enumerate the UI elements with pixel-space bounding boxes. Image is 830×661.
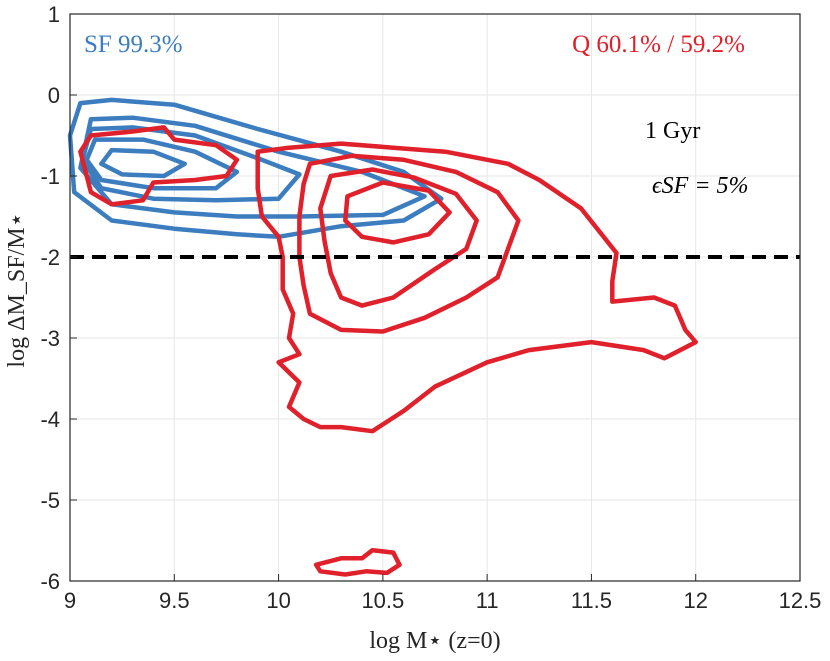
efficiency-label: ϵSF = 5% xyxy=(652,173,749,199)
q-contour-2 xyxy=(297,153,521,334)
x-axis-label: log M⋆ (z=0) xyxy=(369,628,500,654)
q-contour-4 xyxy=(343,180,452,245)
y-tick-label: -4 xyxy=(40,407,60,432)
y-tick-label: 0 xyxy=(48,83,60,108)
timescale-label: 1 Gyr xyxy=(645,118,700,144)
q-contour-1 xyxy=(255,141,698,434)
sf-contour-2 xyxy=(80,125,302,203)
y-tick-label: -6 xyxy=(40,569,60,594)
x-tick-label: 11 xyxy=(476,588,499,613)
y-tick-label: -5 xyxy=(40,488,60,513)
x-tick-label: 12 xyxy=(683,588,707,613)
x-tick-label: 10.5 xyxy=(361,588,404,613)
x-tick-label: 9.5 xyxy=(159,588,190,613)
y-axis-label: log ΔM_SF/M⋆ xyxy=(4,212,30,367)
q-contour-3 xyxy=(318,167,479,308)
sf-contour-4 xyxy=(99,147,187,179)
x-tick-label: 9 xyxy=(64,588,76,613)
y-tick-label: -3 xyxy=(40,326,60,351)
q-fraction-label: Q 60.1% / 59.2% xyxy=(572,31,745,58)
x-tick-label: 12.5 xyxy=(779,588,822,613)
x-tick-label: 11.5 xyxy=(571,588,612,613)
q-contour-0 xyxy=(78,125,240,207)
contour-layer xyxy=(67,97,698,577)
plot-frame xyxy=(69,13,801,582)
x-tick-label: 10 xyxy=(266,588,290,613)
axis-ticks: 9 9.5 10 10.5 11 11.5 12 12.510-1-2-3-4-5-6 xyxy=(40,2,821,613)
y-tick-label: -1 xyxy=(40,164,60,189)
sf-fraction-label: SF 99.3% xyxy=(84,31,183,58)
sf-contour-0 xyxy=(67,97,444,240)
y-tick-label: 1 xyxy=(48,2,60,27)
y-tick-label: -2 xyxy=(40,245,60,270)
q-contour-5 xyxy=(313,547,402,577)
sf-contour-3 xyxy=(84,137,240,191)
